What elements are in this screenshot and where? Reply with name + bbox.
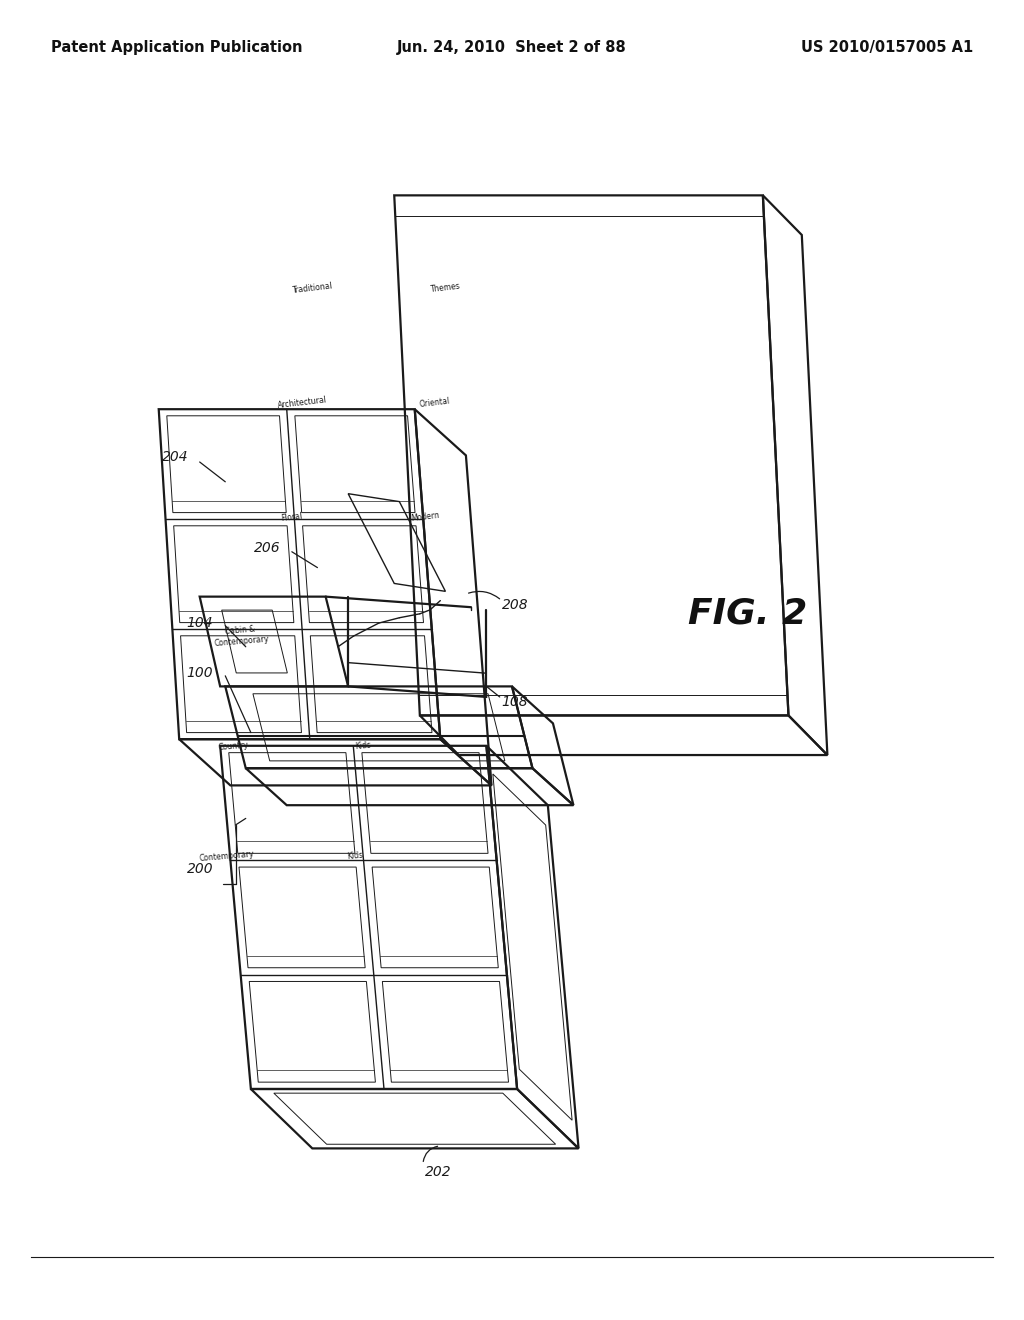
Text: Contemporary: Contemporary — [199, 849, 254, 862]
Text: Themes: Themes — [430, 282, 461, 294]
Text: Country: Country — [218, 741, 249, 751]
Text: FIG. 2: FIG. 2 — [688, 597, 807, 631]
Text: 104: 104 — [186, 616, 213, 630]
Text: Floral: Floral — [281, 511, 303, 523]
Text: 208: 208 — [502, 598, 528, 611]
Text: Kids: Kids — [346, 850, 364, 861]
Text: 100: 100 — [186, 667, 213, 680]
Text: Oriental: Oriental — [419, 396, 452, 409]
Text: Cabin &
Contemporary: Cabin & Contemporary — [213, 624, 269, 648]
Text: Kids: Kids — [354, 741, 372, 751]
Text: Modern: Modern — [411, 511, 439, 523]
Text: Architectural: Architectural — [276, 395, 328, 411]
Text: Traditional: Traditional — [292, 281, 333, 294]
Text: Jun. 24, 2010  Sheet 2 of 88: Jun. 24, 2010 Sheet 2 of 88 — [397, 40, 627, 55]
Text: 108: 108 — [502, 696, 528, 709]
Text: US 2010/0157005 A1: US 2010/0157005 A1 — [801, 40, 973, 55]
Text: 202: 202 — [425, 1166, 452, 1179]
Text: 206: 206 — [254, 541, 281, 554]
Text: 204: 204 — [162, 450, 188, 463]
Text: 200: 200 — [187, 862, 214, 875]
Text: Patent Application Publication: Patent Application Publication — [51, 40, 303, 55]
